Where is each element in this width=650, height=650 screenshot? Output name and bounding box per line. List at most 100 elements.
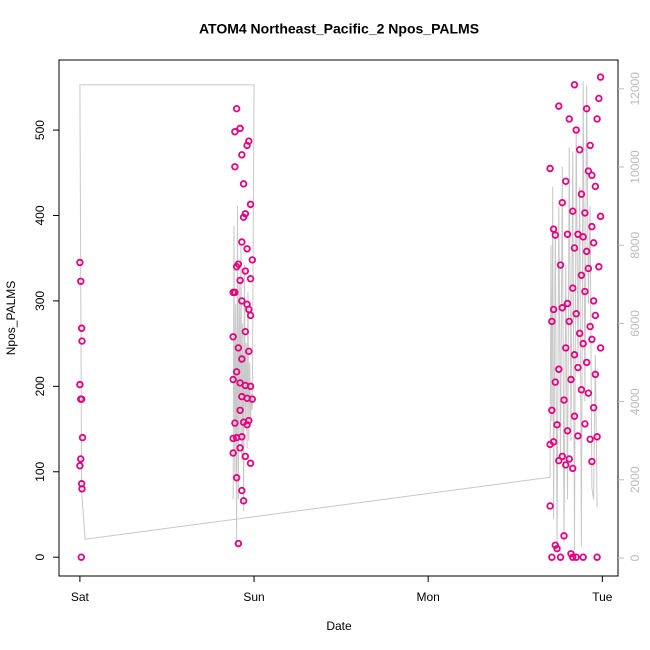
data-point: [567, 375, 575, 384]
data-point: [246, 311, 255, 320]
data-point: [246, 459, 255, 467]
data-point: [584, 389, 593, 397]
data-point: [243, 245, 251, 253]
data-point: [246, 382, 255, 391]
data-point: [239, 497, 248, 505]
data-point: [579, 233, 587, 241]
data-point: [565, 115, 573, 123]
data-point: [229, 434, 237, 443]
data-point: [549, 305, 558, 314]
data-point: [78, 337, 86, 345]
data-point: [238, 486, 246, 495]
data-point: [570, 244, 579, 252]
data-point: [76, 462, 84, 470]
data-point: [229, 449, 237, 457]
data-point: [77, 395, 86, 403]
data-point: [570, 81, 579, 89]
data-point: [232, 474, 241, 482]
data-point: [558, 304, 566, 312]
data-point: [229, 333, 237, 341]
data-point: [586, 435, 594, 444]
data-point: [238, 151, 246, 159]
data-point: [231, 288, 239, 297]
data-point: [245, 347, 253, 356]
x-tick-label: Tue: [592, 590, 613, 604]
data-point: [546, 440, 554, 449]
data-point: [77, 553, 85, 561]
data-point: [248, 395, 256, 403]
data-point: [586, 141, 594, 150]
data-point: [76, 258, 84, 267]
data-point: [556, 261, 565, 269]
data-point: [563, 230, 572, 238]
data-point: [555, 365, 563, 373]
data-point: [595, 263, 603, 271]
data-point: [595, 94, 603, 103]
data-point: [232, 433, 241, 442]
data-point: [562, 344, 570, 352]
data-point: [238, 238, 246, 246]
data-point: [239, 213, 248, 221]
data-point: [239, 180, 248, 188]
plot-frame: [58, 59, 619, 577]
data-point: [577, 190, 586, 198]
data-point: [245, 305, 253, 314]
data-point: [574, 363, 582, 372]
data-point: [548, 553, 556, 561]
data-point: [238, 355, 246, 363]
data-point: [246, 275, 255, 283]
data-point: [581, 209, 589, 217]
data-point: [231, 163, 239, 171]
data-point: [560, 532, 568, 540]
data-point: [234, 539, 243, 548]
data-point: [569, 553, 577, 561]
data-point: [586, 322, 594, 331]
y2-tick-label: 4000: [628, 388, 642, 415]
data-point: [562, 461, 570, 469]
x-tick-label: Sat: [71, 590, 90, 604]
data-point: [570, 412, 579, 420]
data-point: [553, 421, 561, 429]
data-point: [588, 335, 596, 344]
y-axis-label: Npos_PALMS: [4, 281, 18, 355]
data-point: [562, 177, 570, 186]
data-point: [579, 553, 587, 561]
data-point: [589, 404, 598, 412]
data-point: [231, 128, 239, 136]
chart-title: ATOM4 Northeast_Pacific_2 Npos_PALMS: [199, 21, 479, 37]
data-point: [236, 444, 244, 452]
data-point: [582, 104, 591, 113]
data-point: [572, 553, 580, 561]
data-point: [246, 200, 255, 209]
data-point: [560, 396, 568, 404]
y-tick-label: 400: [33, 205, 47, 225]
y2-tick-label: 10000: [628, 150, 642, 184]
x-axis-label: Date: [326, 619, 352, 633]
data-point: [553, 544, 561, 553]
data-point: [558, 452, 566, 461]
data-point: [582, 358, 591, 367]
data-point: [78, 433, 87, 442]
y2-tick-label: 0: [628, 554, 642, 561]
data-point: [243, 141, 251, 150]
data-point: [76, 380, 84, 389]
data-point: [241, 452, 250, 461]
data-point: [549, 225, 558, 233]
data-point: [596, 344, 605, 352]
data-point: [232, 104, 241, 113]
data-point: [236, 276, 244, 285]
data-point: [589, 297, 598, 305]
y-tick-label: 200: [33, 376, 47, 396]
data-point: [565, 317, 573, 326]
data-point: [236, 406, 244, 414]
data-point: [596, 73, 605, 81]
data-point: [581, 420, 589, 428]
data-point: [582, 247, 591, 256]
data-point: [593, 553, 601, 561]
data-point: [569, 207, 577, 215]
data-point: [77, 455, 85, 463]
data-point: [575, 146, 584, 154]
data-point: [229, 375, 237, 384]
y2-tick-label: 6000: [628, 310, 642, 337]
